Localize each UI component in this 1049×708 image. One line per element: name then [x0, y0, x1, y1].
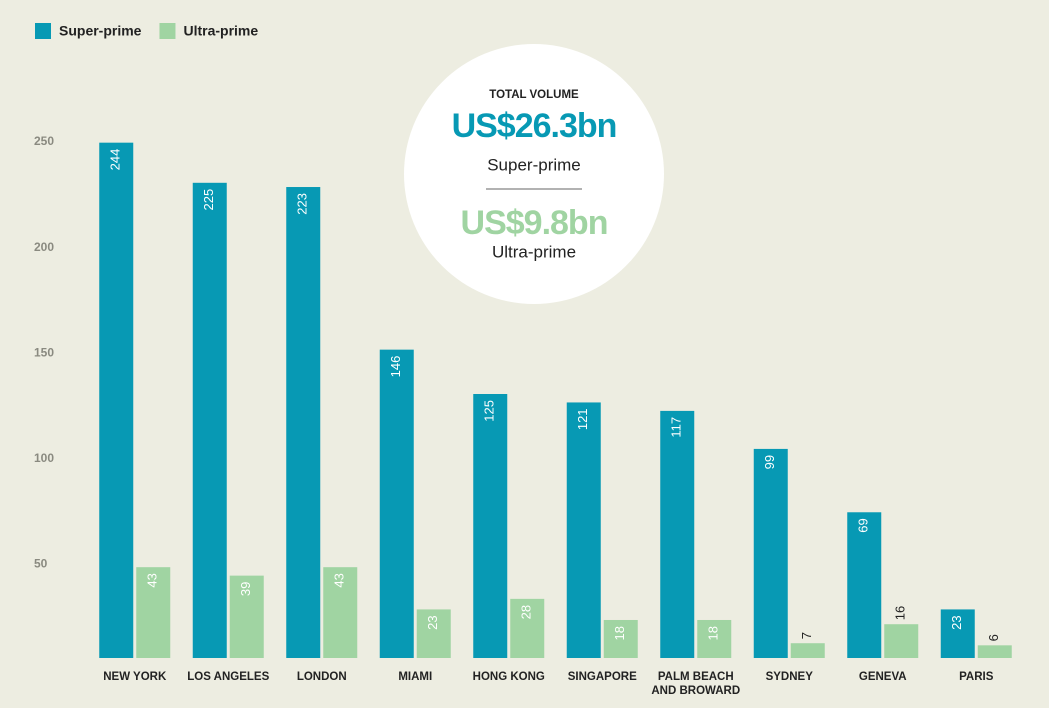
value-label: 18 — [706, 626, 721, 640]
value-label: 23 — [949, 615, 964, 629]
x-tick-label: GENEVA — [858, 671, 907, 683]
bar — [940, 609, 975, 658]
x-tick-label: SYDNEY — [765, 671, 813, 683]
value-label: 6 — [986, 634, 1001, 641]
value-label: 18 — [612, 626, 627, 640]
bar — [473, 394, 508, 658]
value-label: 43 — [145, 573, 160, 587]
x-tick-label: SINGAPORE — [567, 671, 637, 683]
bar — [884, 624, 919, 658]
legend-label: Ultra-prime — [183, 23, 258, 39]
value-label: 225 — [201, 189, 216, 211]
bar — [790, 643, 825, 658]
bar — [977, 645, 1012, 658]
legend-label: Super-prime — [59, 23, 142, 39]
y-tick-label: 50 — [34, 557, 48, 571]
value-label: 69 — [856, 518, 871, 532]
bar — [136, 567, 171, 658]
value-label: 117 — [669, 417, 684, 438]
bar — [416, 609, 451, 658]
bar — [510, 598, 545, 658]
value-label: 23 — [425, 615, 440, 629]
annotation-ultra-label: Ultra-prime — [492, 242, 576, 261]
legend-swatch — [159, 23, 176, 39]
value-label: 39 — [238, 582, 253, 596]
value-label: 43 — [332, 573, 347, 587]
x-tick-label: MIAMI — [398, 671, 433, 683]
x-tick-label: LONDON — [296, 671, 347, 683]
bar — [286, 187, 321, 659]
bar — [323, 567, 358, 658]
annotation-ultra-value: US$9.8bn — [461, 204, 608, 242]
value-label: 28 — [519, 605, 534, 619]
value-label: 99 — [762, 455, 777, 469]
y-tick-label: 150 — [34, 345, 54, 359]
x-tick-label: HONG KONG — [472, 671, 545, 683]
value-label: 16 — [893, 606, 908, 620]
x-tick-label: PARIS — [959, 671, 994, 683]
bar — [697, 619, 732, 658]
bar — [99, 142, 134, 658]
annotation-heading: TOTAL VOLUME — [489, 89, 579, 101]
legend-swatch — [35, 23, 51, 39]
bar — [847, 512, 882, 658]
value-label: 125 — [482, 400, 497, 422]
value-label: 146 — [388, 356, 403, 378]
x-tick-label: NEW YORK — [103, 671, 167, 683]
value-label: 244 — [108, 149, 123, 171]
annotation-super-label: Super-prime — [487, 155, 581, 174]
x-tick-label: LOS ANGELES — [187, 671, 270, 683]
bar — [192, 182, 227, 659]
value-label: 121 — [575, 408, 590, 430]
y-tick-label: 250 — [34, 134, 54, 148]
bar — [566, 402, 601, 658]
bar — [379, 349, 414, 658]
annotation-circle — [404, 44, 664, 304]
value-label: 223 — [295, 193, 310, 215]
y-tick-label: 100 — [34, 451, 54, 465]
bar — [603, 619, 638, 658]
bar — [753, 448, 788, 658]
bar — [660, 410, 695, 658]
bar — [229, 575, 264, 658]
x-tick-label: PALM BEACH AND BROWARD — [651, 671, 741, 697]
annotation-super-value: US$26.3bn — [452, 107, 617, 145]
value-label: 7 — [799, 632, 814, 639]
y-tick-label: 200 — [34, 240, 54, 254]
